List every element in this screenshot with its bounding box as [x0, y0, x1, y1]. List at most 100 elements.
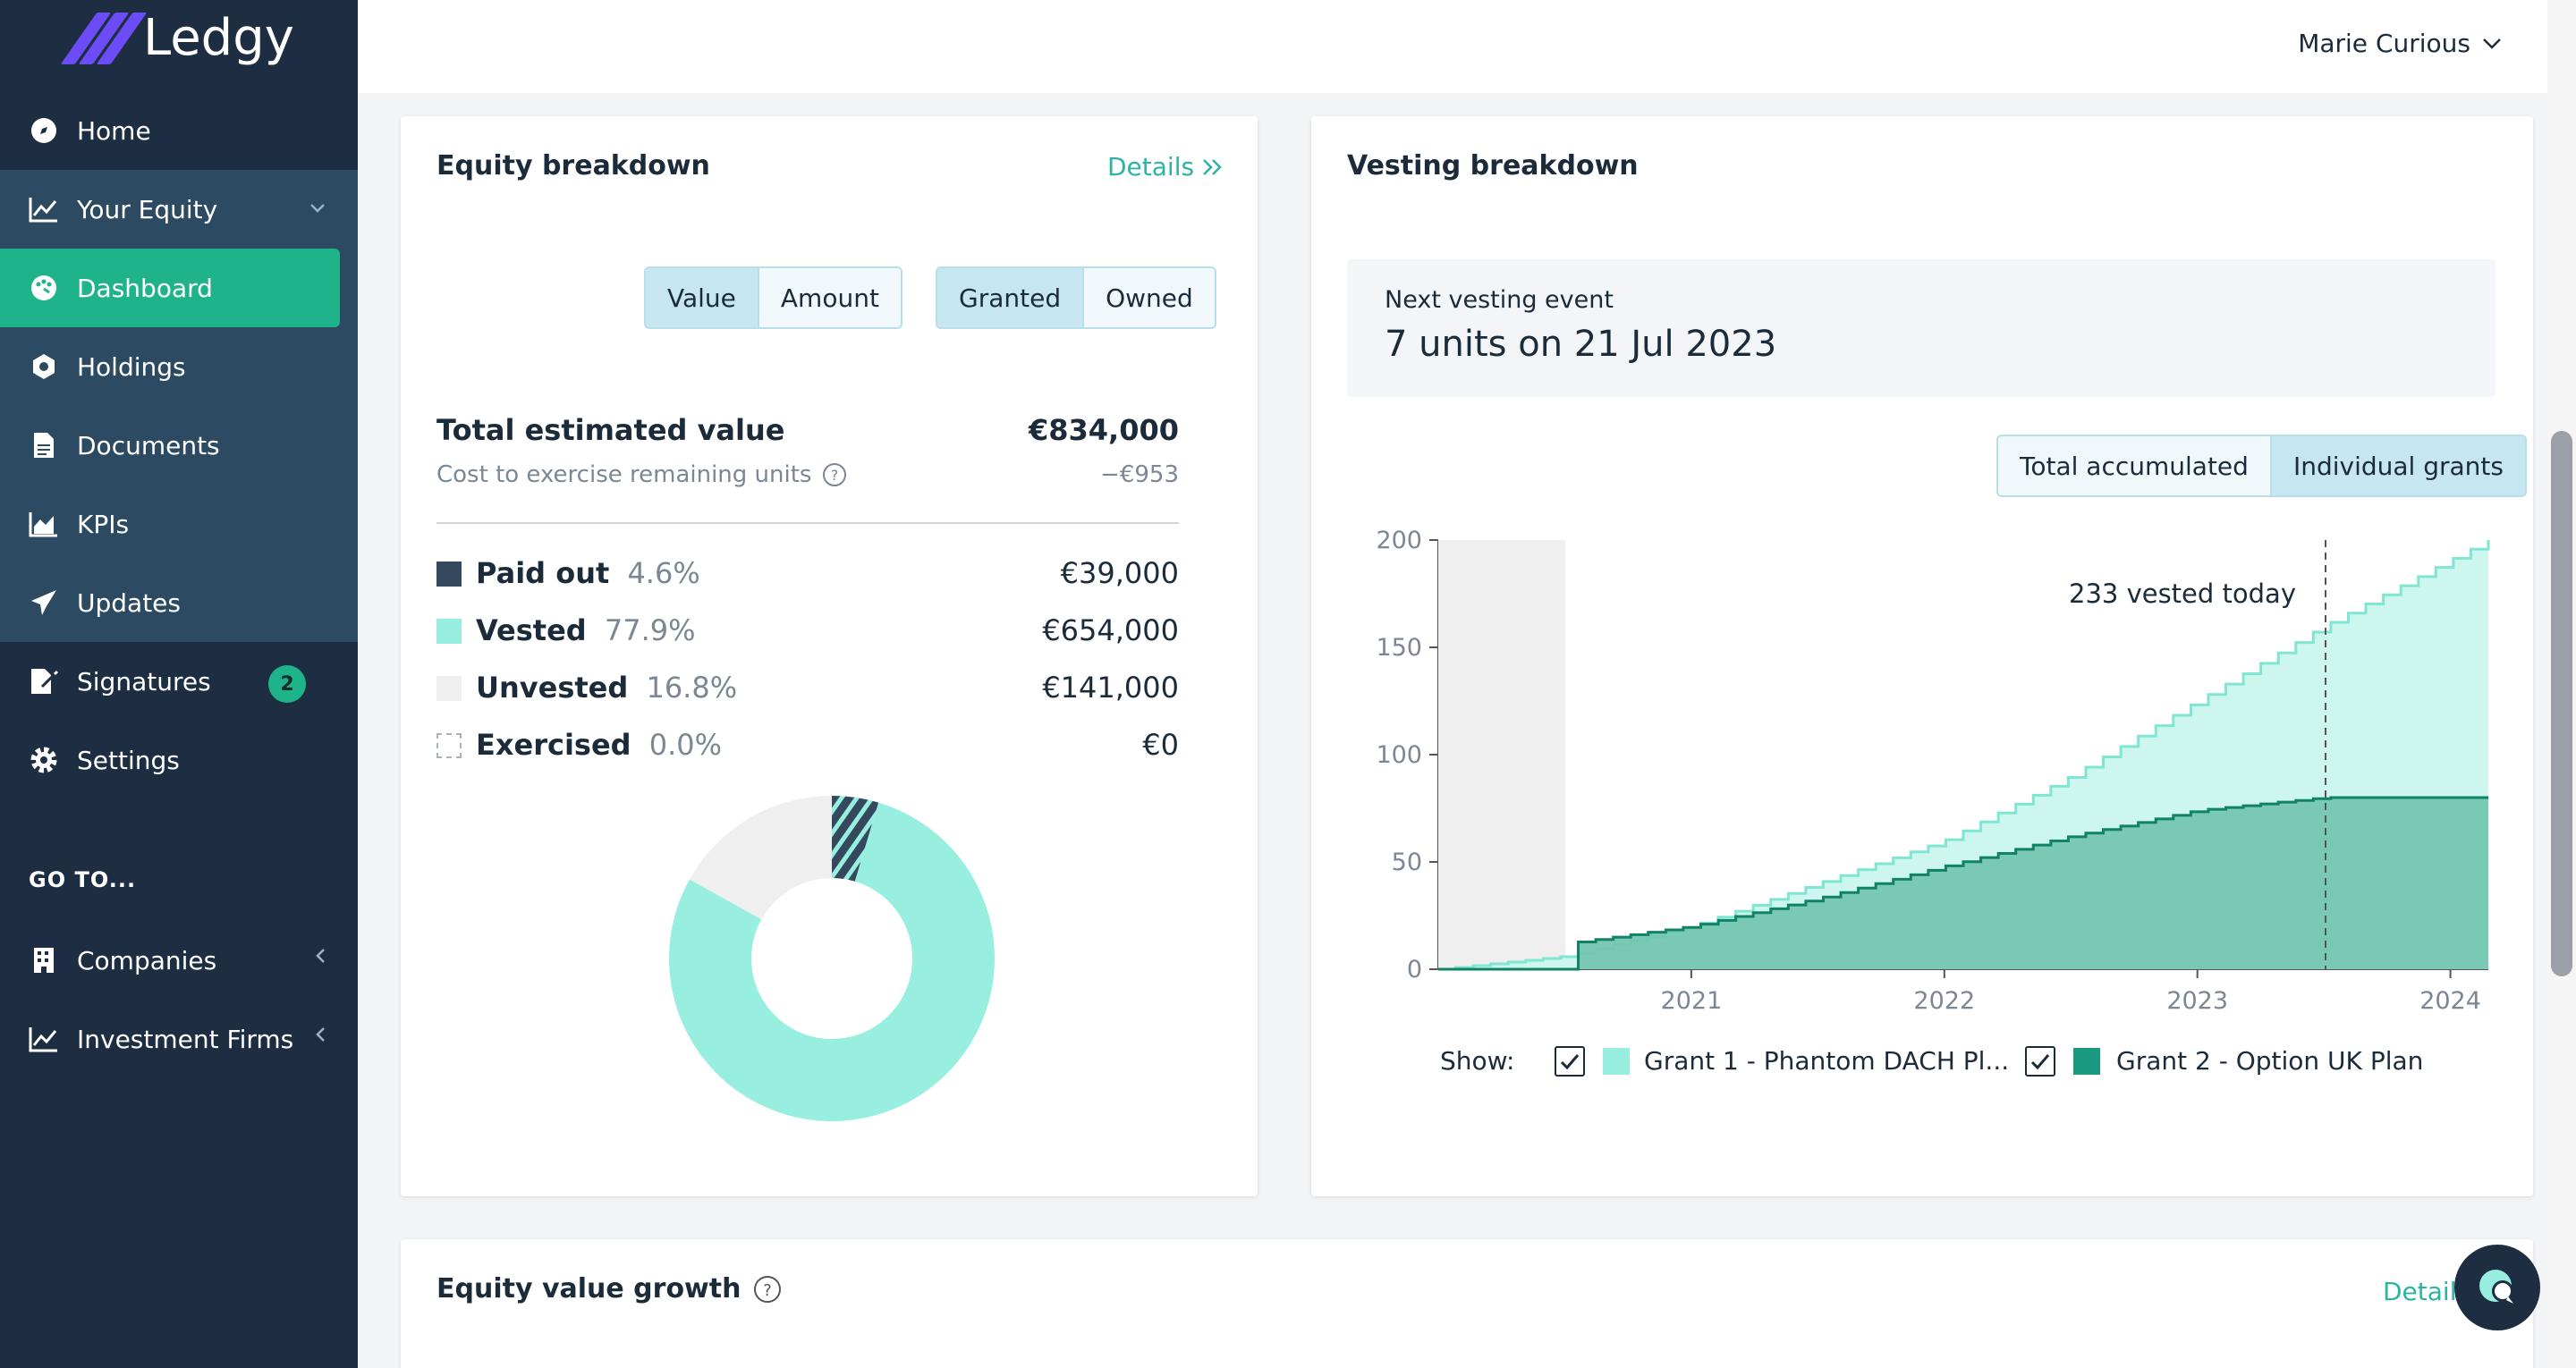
donut-slices	[669, 796, 995, 1121]
toggle-amount[interactable]: Amount	[757, 268, 901, 327]
sidebar-item-label: Investment Firms	[77, 1024, 294, 1054]
series-area-grant-2	[1438, 798, 2488, 969]
toggle-owned[interactable]: Owned	[1082, 268, 1215, 327]
top-bar: Marie Curious	[358, 0, 2547, 93]
sidebar-item-signatures[interactable]: Signatures 2	[0, 642, 358, 721]
user-menu[interactable]: Marie Curious	[2298, 29, 2503, 58]
sidebar-item-settings[interactable]: Settings	[0, 721, 358, 799]
chevron-left-icon[interactable]	[315, 948, 326, 967]
today-marker-label: 233 vested today	[2069, 578, 2296, 609]
sidebar-item-companies[interactable]: Companies	[0, 921, 358, 1000]
exercised-pct: 0.0%	[648, 728, 723, 762]
y-tick-label: 200	[1376, 527, 1422, 554]
logo[interactable]: Ledgy	[60, 9, 294, 67]
sidebar-item-label: Holdings	[77, 351, 186, 382]
holdings-icon	[29, 351, 59, 382]
equity-value-growth-card	[401, 1239, 2533, 1368]
dashboard-icon	[29, 273, 59, 303]
gear-icon	[29, 745, 59, 775]
toggle-granted[interactable]: Granted	[937, 268, 1083, 327]
granted-owned-toggle: Granted Owned	[936, 266, 1216, 329]
vested-value: €654,000	[1042, 613, 1179, 647]
document-icon	[29, 430, 59, 460]
y-tick-label: 0	[1407, 956, 1422, 984]
sidebar-item-your-equity[interactable]: Your Equity	[0, 170, 358, 249]
equity-growth-title: Equity value growth	[436, 1273, 741, 1305]
toggle-individual-grants[interactable]: Individual grants	[2269, 436, 2525, 495]
chevron-left-icon[interactable]	[315, 1026, 326, 1046]
sidebar-item-label: Companies	[77, 945, 217, 975]
sidebar-item-label: KPIs	[77, 509, 130, 539]
signatures-count-badge: 2	[268, 665, 306, 703]
vested-swatch	[436, 619, 462, 644]
x-tick-label: 2024	[2419, 987, 2481, 1010]
donut-slice-unvested[interactable]	[689, 796, 832, 920]
check-icon	[1560, 1054, 1580, 1070]
sidebar-item-investment-firms[interactable]: Investment Firms	[0, 1000, 358, 1078]
pre-vesting-shaded-region	[1438, 540, 1565, 969]
x-tick-label: 2022	[1913, 987, 1975, 1010]
chat-launcher-button[interactable]	[2454, 1245, 2540, 1330]
series-line-grant-2	[1438, 796, 2488, 971]
y-tick-label: 50	[1392, 849, 1422, 876]
grant1-swatch	[1603, 1048, 1630, 1075]
chart-line-icon	[29, 194, 59, 224]
vested-pct: 77.9%	[604, 613, 696, 647]
help-icon[interactable]: ?	[753, 1275, 782, 1304]
legend-show-label: Show:	[1440, 1046, 1515, 1076]
vested-label: Vested	[476, 613, 587, 647]
grant1-legend-label: Grant 1 - Phantom DACH Pl...	[1644, 1046, 2010, 1076]
equity-donut-chart	[669, 796, 995, 1121]
toggle-total-accumulated[interactable]: Total accumulated	[1998, 436, 2270, 495]
equity-breakdown-title: Equity breakdown	[436, 150, 710, 182]
paid-out-row: Paid out 4.6%	[476, 556, 700, 590]
sidebar-item-home[interactable]: Home	[0, 91, 358, 170]
donut-slice-paid-out[interactable]	[832, 796, 879, 882]
sidebar-item-updates[interactable]: Updates	[0, 563, 358, 642]
sidebar-item-label: Updates	[77, 587, 181, 618]
svg-text:?: ?	[831, 467, 839, 484]
accumulated-individual-toggle: Total accumulated Individual grants	[1996, 435, 2527, 497]
cost-to-exercise-text: Cost to exercise remaining units	[436, 461, 812, 488]
grant2-legend-label: Grant 2 - Option UK Plan	[2116, 1046, 2424, 1076]
help-icon[interactable]: ?	[822, 462, 847, 487]
details-link-label: Details	[1107, 152, 1195, 182]
next-vesting-box: Next vesting event 7 units on 21 Jul 202…	[1347, 259, 2496, 397]
donut-slice-vested[interactable]	[669, 802, 995, 1121]
exercised-label: Exercised	[476, 728, 631, 762]
vesting-area-chart: 233 vested today 0 50 100 150 200 2021 2022 202…	[1376, 527, 2490, 1010]
equity-details-link[interactable]: Details	[1107, 152, 1224, 182]
building-icon	[29, 945, 59, 975]
exercised-value: €0	[1142, 728, 1179, 762]
sidebar-item-label: Settings	[77, 745, 180, 775]
sidebar-item-dashboard[interactable]: Dashboard	[0, 249, 340, 327]
exercised-swatch	[436, 733, 462, 758]
sidebar-item-label: Documents	[77, 430, 220, 460]
user-name: Marie Curious	[2298, 29, 2470, 58]
grant2-checkbox[interactable]	[2025, 1046, 2055, 1077]
chevron-down-icon[interactable]	[309, 200, 326, 217]
double-chevron-right-icon	[1203, 158, 1222, 175]
next-vesting-label: Next vesting event	[1385, 286, 1614, 314]
compass-icon	[29, 115, 59, 146]
paid-out-pct: 4.6%	[627, 556, 700, 590]
goto-nav: Companies Investment Firms	[0, 921, 358, 1078]
sidebar-item-kpis[interactable]: KPIs	[0, 485, 358, 563]
unvested-swatch	[436, 676, 462, 701]
unvested-row: Unvested 16.8%	[476, 671, 737, 705]
total-value-amount: €834,000	[1028, 413, 1179, 447]
x-tick-label: 2021	[1661, 987, 1723, 1010]
scrollbar-thumb[interactable]	[2551, 431, 2572, 976]
sidebar-item-documents[interactable]: Documents	[0, 406, 358, 485]
x-tick-label: 2023	[2166, 987, 2228, 1010]
unvested-label: Unvested	[476, 671, 629, 705]
paid-out-label: Paid out	[476, 556, 610, 590]
chevron-down-icon	[2483, 38, 2501, 49]
sidebar-item-holdings[interactable]: Holdings	[0, 327, 358, 406]
chart-tick-labels: 0 50 100 150 200 2021 2022 2023 2024	[1376, 527, 2480, 1010]
sidebar-item-label: Home	[77, 115, 151, 146]
grant1-checkbox[interactable]	[1555, 1046, 1585, 1077]
chat-bubble-icon	[2479, 1270, 2513, 1304]
toggle-value[interactable]: Value	[646, 268, 758, 327]
cost-to-exercise-label: Cost to exercise remaining units ?	[436, 461, 847, 488]
